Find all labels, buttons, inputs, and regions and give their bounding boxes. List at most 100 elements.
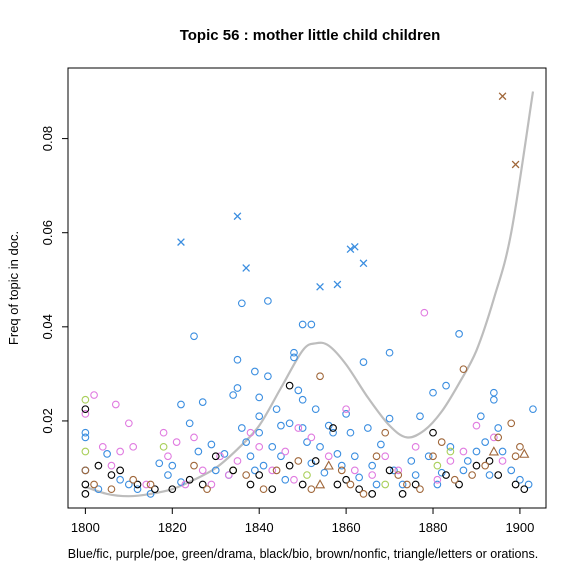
point-nonfic [359,490,368,498]
point-bio [94,461,103,470]
point-nonfic [203,485,211,494]
point-fic [324,421,333,430]
point-poe [411,442,420,451]
point-poe [142,480,151,489]
point-fic [277,452,285,461]
point-poe [90,391,98,399]
points-layer [81,92,537,498]
point-bio [494,471,503,479]
point-bio [116,466,124,475]
point-nonfic [494,433,503,442]
point-fic [377,440,385,449]
point-bio [255,471,264,479]
point-bio [472,461,481,470]
point-poe [446,457,455,465]
point-fic-x [233,212,242,221]
point-bio [81,405,90,414]
point-poe [472,421,481,430]
point-poe [98,442,107,451]
point-fic [177,400,185,409]
point-bio [81,490,90,498]
point-fic [407,457,416,465]
point-fic [390,466,398,475]
point-bio [229,466,237,475]
point-poe [246,428,255,437]
point-fic [116,475,124,484]
chart-title: Topic 56 : mother little child children [180,27,441,44]
point-fic [298,424,307,432]
point-fic [281,475,290,484]
point-bio [333,480,342,489]
point-bio [285,461,294,470]
point-fic [524,480,533,489]
point-fic [498,447,507,456]
point-fic [363,424,372,432]
chart-caption: Blue/fic, purple/poe, green/drama, black… [68,547,538,561]
point-bio [311,457,320,465]
point-bio [185,475,194,484]
point-fic [255,393,264,402]
point-drama [303,471,311,479]
point-fic [255,428,264,437]
point-fic [268,442,277,451]
point-poe [459,447,468,456]
point-poe [350,466,359,475]
point-poe [233,457,242,465]
point-fic [385,414,394,423]
point-fic [303,438,311,446]
point-nonfic [337,466,346,475]
point-bio [81,480,90,489]
point-nonfic [459,365,468,374]
point-fic [494,424,503,432]
point-fic [294,386,303,395]
point-nonfic [107,485,116,494]
point-nonfic [316,372,324,381]
point-fic [316,442,324,451]
trend-line [85,91,535,498]
point-fic [385,348,394,357]
point-fic [485,471,494,479]
point-drama [81,395,90,404]
point-fic [124,480,133,489]
point-fic [307,459,316,468]
point-nonfic-triangle [323,460,334,470]
point-fic [372,480,381,489]
point-poe [394,466,403,475]
y-axis-label: Freq of topic in doc. [6,231,21,345]
x-tick-label: 1880 [419,520,448,535]
point-nonfic [481,461,490,470]
point-fic [416,412,424,421]
point-fic [272,405,281,414]
point-fic-x [177,238,185,246]
point-fic [529,405,537,414]
point-bio [285,381,294,390]
point-fic [424,452,433,461]
point-nonfic [381,428,390,437]
point-fic [251,367,259,376]
point-poe [255,442,264,451]
point-fic-x [359,259,368,268]
point-fic [285,419,294,428]
point-poe [124,419,133,428]
point-nonfic [403,480,411,489]
point-bio [342,475,350,484]
point-fic [220,450,229,458]
point-poe [198,466,207,475]
point-fic [168,461,177,470]
point-fic [459,466,468,475]
point-fic-x [350,242,359,251]
point-nonfic [394,471,403,479]
point-fic [472,447,481,456]
point-fic [229,391,237,399]
point-poe [116,447,124,456]
point-fic [298,320,307,329]
point-fic [237,299,246,308]
point-fic [490,395,498,404]
x-axis: 1800 1820 1840 1860 1880 1900 [71,508,534,535]
point-poe [164,452,172,461]
point-poe [368,471,377,479]
point-nonfic [372,452,381,461]
point-poe [268,466,277,475]
point-bio [198,480,207,489]
